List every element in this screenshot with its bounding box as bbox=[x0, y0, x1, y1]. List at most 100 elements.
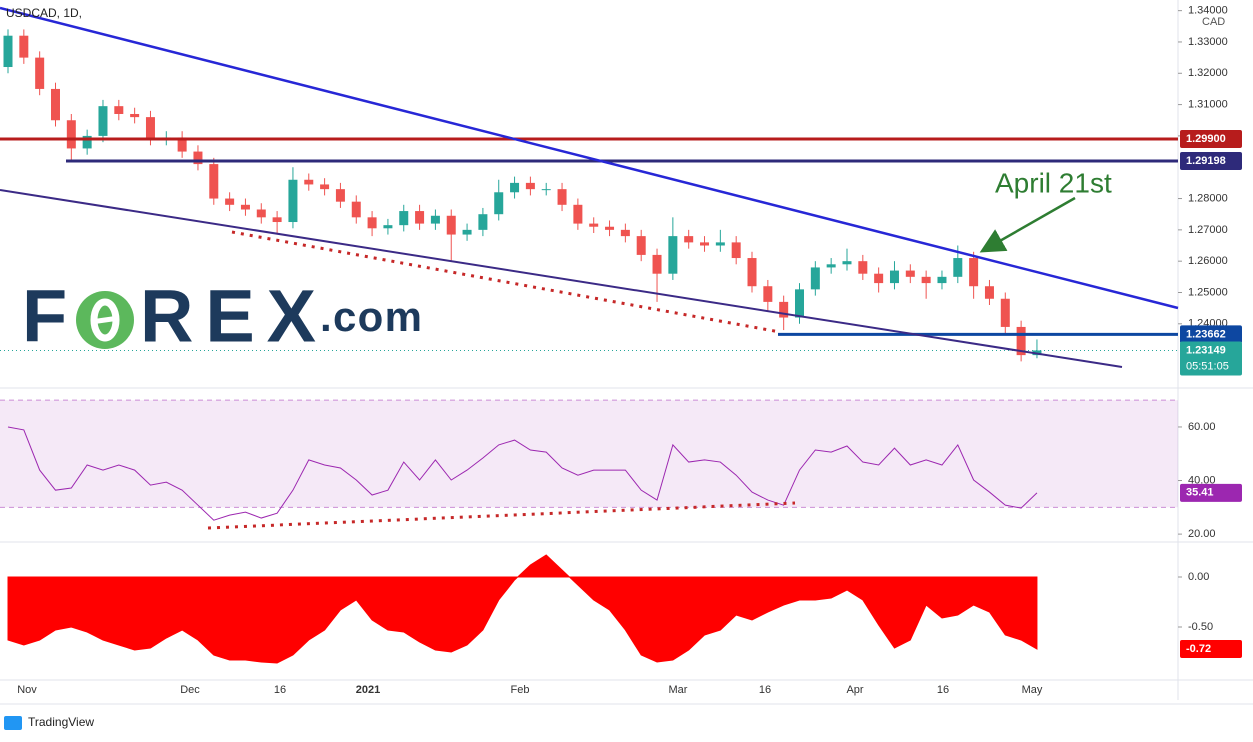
y-tick-label: 0.00 bbox=[1188, 571, 1209, 583]
footer: TradingView bbox=[4, 715, 94, 730]
candle-body bbox=[668, 236, 678, 274]
y-tick-label: 1.28000 bbox=[1188, 192, 1228, 204]
candle-body bbox=[779, 301, 789, 318]
currency: CAD bbox=[1202, 16, 1225, 28]
candle-body bbox=[462, 229, 472, 235]
candle-body bbox=[1000, 298, 1010, 327]
x-tick-label: Mar bbox=[669, 684, 688, 696]
candle-body bbox=[510, 182, 520, 193]
y-tick-label: 1.26000 bbox=[1188, 255, 1228, 267]
symbol-title: USDCAD, 1D, bbox=[6, 6, 82, 20]
price-tag bbox=[1180, 325, 1242, 344]
candle-body bbox=[66, 120, 76, 149]
logo-text: REX bbox=[140, 275, 316, 358]
candle-body bbox=[953, 258, 963, 277]
candle-body bbox=[700, 242, 710, 246]
candle-body bbox=[557, 189, 567, 205]
y-tick-label: 1.25000 bbox=[1188, 286, 1228, 298]
trend-line bbox=[0, 6, 1179, 310]
candle-body bbox=[193, 151, 203, 165]
arrow bbox=[979, 196, 1076, 253]
candle-body bbox=[747, 258, 757, 287]
footer-logo bbox=[4, 716, 22, 730]
candle-body bbox=[842, 261, 852, 265]
x-tick-label: Feb bbox=[511, 684, 530, 696]
candle-body bbox=[731, 242, 741, 259]
price-tag bbox=[1180, 130, 1242, 149]
value-tag bbox=[1180, 640, 1242, 658]
candle-body bbox=[605, 226, 615, 230]
x-tick-label: Nov bbox=[17, 684, 37, 696]
candle-body bbox=[3, 35, 13, 68]
candle-body bbox=[446, 215, 456, 235]
candle-body bbox=[320, 184, 330, 190]
value-tag bbox=[1180, 483, 1242, 502]
candle-body bbox=[130, 113, 140, 118]
candle-body bbox=[795, 289, 804, 318]
logo-text: .com bbox=[320, 293, 422, 340]
candle-body bbox=[763, 286, 773, 302]
candle-body bbox=[19, 35, 29, 58]
candle-body bbox=[209, 164, 219, 199]
y-tick-label: 1.33000 bbox=[1188, 36, 1228, 48]
x-tick-label: Dec bbox=[180, 684, 200, 696]
trend-line bbox=[0, 189, 1123, 368]
candle-body bbox=[272, 217, 282, 223]
price-tag-label: 1.29900 bbox=[1186, 133, 1226, 145]
candle-body bbox=[430, 215, 440, 224]
plot: 1.340001.330001.320001.310001.300001.280… bbox=[0, 5, 1242, 696]
logo-mark bbox=[90, 315, 120, 325]
candle-body bbox=[383, 225, 393, 229]
y-tick-label: 60.00 bbox=[1188, 421, 1216, 433]
price-tag-label: 1.23149 bbox=[1186, 344, 1226, 356]
candle-body bbox=[541, 189, 551, 191]
candle-body bbox=[573, 204, 583, 224]
candle-body bbox=[905, 270, 915, 277]
candle-body bbox=[225, 198, 235, 205]
rsi-line bbox=[7, 426, 1038, 521]
price-tag bbox=[1180, 341, 1242, 376]
candle-body bbox=[335, 189, 345, 202]
candle-body bbox=[50, 88, 60, 121]
price-tag-label: 1.23662 bbox=[1186, 328, 1226, 340]
y-tick-label: 20.00 bbox=[1188, 528, 1216, 540]
candle-body bbox=[636, 236, 646, 255]
panels bbox=[0, 0, 1253, 705]
candle-body bbox=[715, 242, 725, 246]
candle-body bbox=[858, 261, 868, 274]
candle-body bbox=[351, 201, 361, 218]
y-tick-label: -0.50 bbox=[1188, 621, 1213, 633]
candle-body bbox=[304, 179, 314, 185]
candle-body bbox=[937, 276, 947, 284]
candle-body bbox=[889, 270, 899, 284]
candle-body bbox=[145, 117, 155, 140]
y-tick-label: 1.31000 bbox=[1188, 99, 1228, 111]
candle-body bbox=[969, 258, 979, 287]
candle-body bbox=[399, 211, 409, 226]
x-tick-label: 16 bbox=[274, 684, 286, 696]
annotation: April 21st bbox=[995, 167, 1112, 198]
candle-body bbox=[98, 106, 108, 136]
y-tick-label: 1.34000 bbox=[1188, 5, 1228, 17]
correlation-area bbox=[7, 554, 1038, 664]
candle-body bbox=[494, 192, 504, 215]
candle-body bbox=[525, 182, 535, 190]
footer-text: TradingView bbox=[28, 715, 94, 729]
candle-body bbox=[367, 217, 377, 229]
value-tag-label: 35.41 bbox=[1186, 487, 1214, 499]
candle-body bbox=[984, 286, 994, 299]
candle-body bbox=[921, 276, 931, 284]
logo-text: F bbox=[22, 275, 67, 358]
candle-body bbox=[256, 209, 266, 218]
candle-body bbox=[114, 106, 124, 114]
candle-body bbox=[177, 137, 187, 152]
x-tick-label: May bbox=[1022, 684, 1043, 696]
candle-body bbox=[874, 273, 884, 284]
candle-body bbox=[620, 229, 630, 237]
divergence-line bbox=[231, 230, 781, 334]
candle-body bbox=[415, 211, 425, 224]
candle-body bbox=[589, 223, 599, 227]
candle-body bbox=[1016, 326, 1026, 356]
price-tag bbox=[1180, 152, 1242, 171]
